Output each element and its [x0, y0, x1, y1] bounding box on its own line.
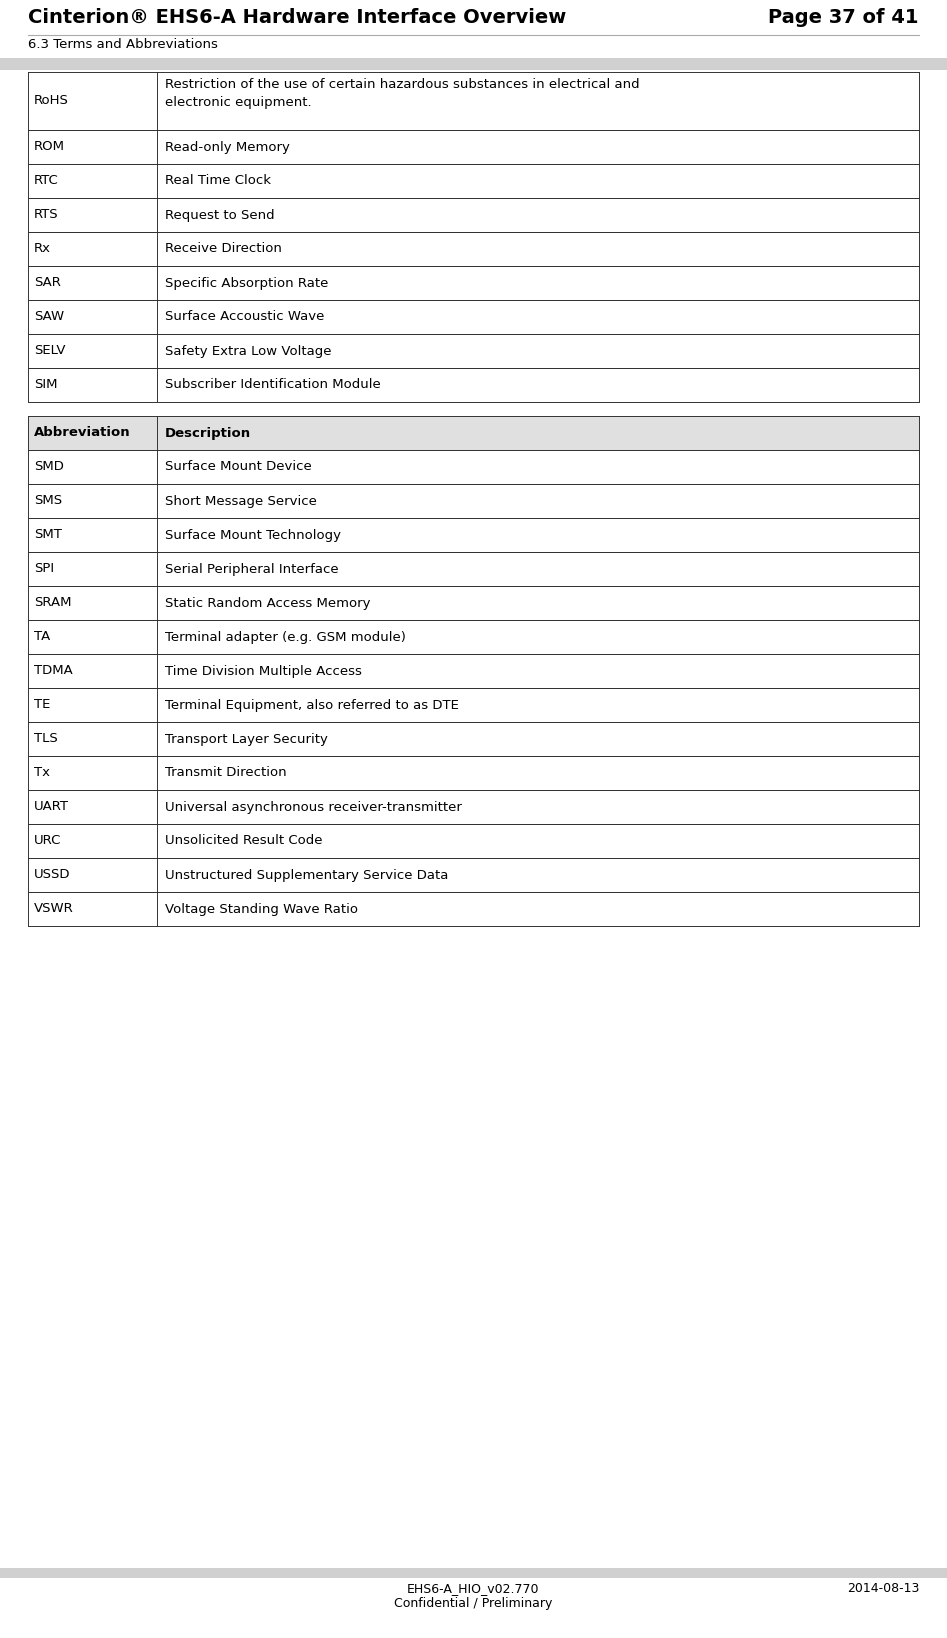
Text: 6.3 Terms and Abbreviations: 6.3 Terms and Abbreviations [28, 38, 218, 51]
Bar [28, 265, 919, 300]
Text: Restriction of the use of certain hazardous substances in electrical and
electro: Restriction of the use of certain hazard… [165, 79, 640, 110]
Bar [28, 757, 919, 790]
Text: SIM: SIM [34, 378, 58, 391]
Text: Transmit Direction: Transmit Direction [165, 767, 287, 780]
Bar [28, 483, 919, 518]
Bar [0, 57, 947, 70]
Text: Abbreviation: Abbreviation [34, 426, 131, 439]
Bar [28, 858, 919, 893]
Text: Specific Absorption Rate: Specific Absorption Rate [165, 277, 329, 290]
Text: Transport Layer Security: Transport Layer Security [165, 732, 328, 745]
Bar [28, 518, 919, 552]
Text: Surface Accoustic Wave: Surface Accoustic Wave [165, 311, 325, 323]
Bar [28, 552, 919, 586]
Text: Universal asynchronous receiver-transmitter: Universal asynchronous receiver-transmit… [165, 801, 462, 814]
Bar [28, 369, 919, 401]
Text: Serial Peripheral Interface: Serial Peripheral Interface [165, 562, 339, 575]
Text: SMS: SMS [34, 495, 63, 508]
Text: Short Message Service: Short Message Service [165, 495, 317, 508]
Bar [28, 586, 919, 621]
Bar [28, 129, 919, 164]
Text: Read-only Memory: Read-only Memory [165, 141, 290, 154]
Text: TDMA: TDMA [34, 665, 73, 678]
Bar [28, 300, 919, 334]
Text: RTS: RTS [34, 208, 59, 221]
Bar [28, 893, 919, 925]
Text: Subscriber Identification Module: Subscriber Identification Module [165, 378, 381, 391]
Text: Description: Description [165, 426, 251, 439]
Text: SMT: SMT [34, 529, 62, 542]
Text: RTC: RTC [34, 175, 59, 187]
Text: SPI: SPI [34, 562, 54, 575]
Text: Real Time Clock: Real Time Clock [165, 175, 271, 187]
Text: Request to Send: Request to Send [165, 208, 275, 221]
Bar [0, 1568, 947, 1577]
Bar [28, 654, 919, 688]
Text: TA: TA [34, 631, 50, 644]
Text: Page 37 of 41: Page 37 of 41 [769, 8, 919, 26]
Text: USSD: USSD [34, 868, 70, 881]
Text: RoHS: RoHS [34, 95, 69, 108]
Text: Terminal adapter (e.g. GSM module): Terminal adapter (e.g. GSM module) [165, 631, 406, 644]
Bar [28, 722, 919, 757]
Bar [28, 688, 919, 722]
Bar [28, 233, 919, 265]
Text: SAW: SAW [34, 311, 64, 323]
Bar [28, 621, 919, 654]
Bar [28, 790, 919, 824]
Text: UART: UART [34, 801, 69, 814]
Text: Time Division Multiple Access: Time Division Multiple Access [165, 665, 362, 678]
Text: TLS: TLS [34, 732, 58, 745]
Bar [28, 450, 919, 483]
Text: Receive Direction: Receive Direction [165, 242, 282, 256]
Text: Surface Mount Technology: Surface Mount Technology [165, 529, 341, 542]
Text: Tx: Tx [34, 767, 50, 780]
Text: Surface Mount Device: Surface Mount Device [165, 460, 312, 473]
Text: Terminal Equipment, also referred to as DTE: Terminal Equipment, also referred to as … [165, 698, 459, 711]
Text: Unstructured Supplementary Service Data: Unstructured Supplementary Service Data [165, 868, 449, 881]
Bar [28, 334, 919, 369]
Text: ROM: ROM [34, 141, 65, 154]
Bar [28, 824, 919, 858]
Text: Safety Extra Low Voltage: Safety Extra Low Voltage [165, 344, 331, 357]
Text: Static Random Access Memory: Static Random Access Memory [165, 596, 370, 609]
Text: 2014-08-13: 2014-08-13 [847, 1582, 919, 1595]
Bar [28, 72, 919, 129]
Text: SELV: SELV [34, 344, 65, 357]
Text: Voltage Standing Wave Ratio: Voltage Standing Wave Ratio [165, 903, 358, 916]
Text: Unsolicited Result Code: Unsolicited Result Code [165, 834, 323, 847]
Text: URC: URC [34, 834, 62, 847]
Text: Cinterion® EHS6-A Hardware Interface Overview: Cinterion® EHS6-A Hardware Interface Ove… [28, 8, 566, 26]
Text: SRAM: SRAM [34, 596, 72, 609]
Text: TE: TE [34, 698, 50, 711]
Bar [28, 198, 919, 233]
Text: VSWR: VSWR [34, 903, 74, 916]
Text: SAR: SAR [34, 277, 61, 290]
Bar [28, 416, 919, 450]
Text: SMD: SMD [34, 460, 63, 473]
Bar [28, 164, 919, 198]
Text: EHS6-A_HIO_v02.770
Confidential / Preliminary: EHS6-A_HIO_v02.770 Confidential / Prelim… [394, 1582, 553, 1610]
Text: Rx: Rx [34, 242, 51, 256]
